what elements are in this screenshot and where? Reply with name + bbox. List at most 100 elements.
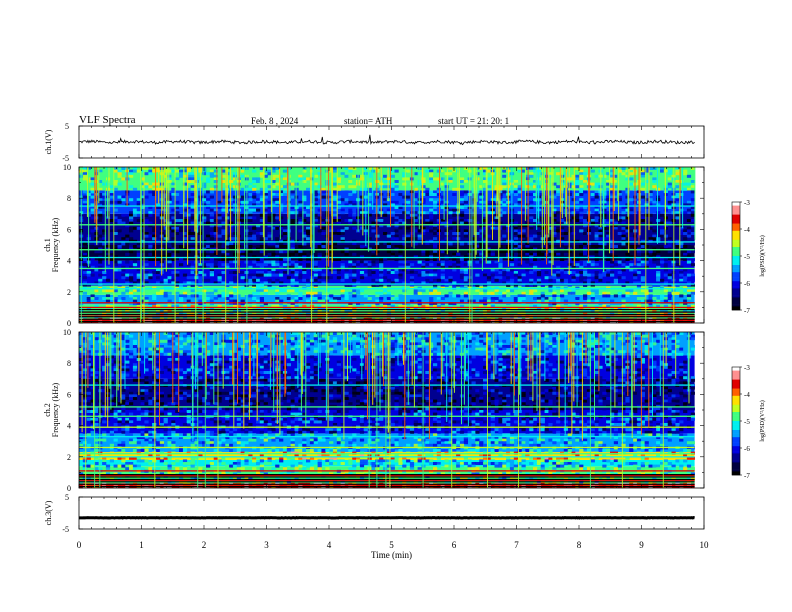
cell (98, 278, 103, 282)
cell (132, 263, 138, 267)
cell (679, 206, 684, 209)
cell (98, 250, 103, 254)
cell (240, 219, 245, 222)
cell (663, 273, 668, 277)
cell (182, 226, 188, 230)
cell (383, 180, 388, 183)
cell (571, 263, 576, 267)
cell (498, 276, 503, 280)
sferic (639, 167, 641, 236)
cell (606, 221, 611, 225)
cell (167, 258, 172, 261)
cell (663, 258, 668, 261)
cell (683, 169, 688, 173)
sferic (362, 167, 364, 236)
cell (644, 291, 649, 295)
cell (525, 284, 530, 287)
cell (279, 203, 284, 207)
cell (463, 219, 468, 222)
cell (306, 299, 311, 303)
cell (459, 206, 465, 209)
cell (271, 304, 276, 308)
cell (179, 284, 184, 287)
sferic (336, 167, 338, 222)
cell (636, 263, 642, 267)
cell (610, 187, 615, 191)
tone-line-1-3 (79, 306, 695, 309)
cell (221, 232, 226, 235)
cell (306, 206, 311, 209)
cell (517, 187, 522, 191)
cell (679, 273, 684, 277)
cell (202, 265, 207, 269)
cell (229, 245, 234, 248)
cell (640, 289, 645, 293)
cell (640, 297, 645, 300)
cell (444, 187, 449, 191)
cell (417, 234, 422, 238)
cell (413, 224, 418, 228)
cell (171, 187, 176, 191)
cell (221, 180, 226, 183)
cell (517, 276, 522, 280)
cell (344, 245, 349, 248)
cell (602, 206, 607, 209)
cell (267, 180, 272, 183)
sferic (194, 167, 196, 232)
cell (529, 237, 534, 241)
cell (306, 278, 311, 282)
cell (267, 172, 272, 176)
cell (82, 177, 87, 181)
cell (371, 304, 376, 308)
cell (583, 271, 588, 274)
cell (690, 337, 695, 341)
cell (598, 307, 603, 311)
cell (290, 265, 295, 269)
cell (675, 284, 680, 287)
cell (240, 250, 245, 254)
cell (229, 258, 234, 261)
cell (332, 337, 338, 341)
cell (602, 180, 607, 183)
cell (256, 273, 261, 277)
low-band-1-3 (79, 313, 695, 315)
cell (517, 263, 522, 267)
cell (98, 190, 103, 194)
cell (229, 291, 234, 295)
cell (686, 260, 692, 264)
cell (367, 213, 372, 217)
cell (398, 229, 403, 233)
cell (148, 190, 153, 194)
cell (644, 342, 649, 346)
cell (129, 250, 134, 254)
cell (256, 339, 261, 343)
cell (102, 297, 107, 300)
cell (579, 169, 584, 173)
cell (202, 345, 207, 348)
cell (225, 284, 230, 287)
cell (171, 337, 176, 341)
cell (179, 345, 184, 348)
cell (544, 339, 549, 343)
cell (498, 263, 503, 267)
cell (444, 211, 449, 215)
cell (186, 167, 191, 170)
cell (644, 260, 649, 264)
cell (302, 265, 307, 269)
cell (548, 195, 553, 199)
cell (321, 206, 326, 209)
cell (321, 258, 326, 261)
cell (209, 213, 214, 217)
cell (560, 294, 565, 298)
cell (686, 281, 692, 285)
cell (290, 242, 295, 246)
cell (125, 252, 130, 256)
cell (679, 281, 684, 285)
cell (560, 219, 565, 222)
cell (617, 291, 622, 295)
cell (317, 281, 322, 285)
cell (394, 268, 399, 272)
cell (436, 229, 441, 233)
cell (302, 268, 307, 272)
cell (452, 258, 457, 261)
